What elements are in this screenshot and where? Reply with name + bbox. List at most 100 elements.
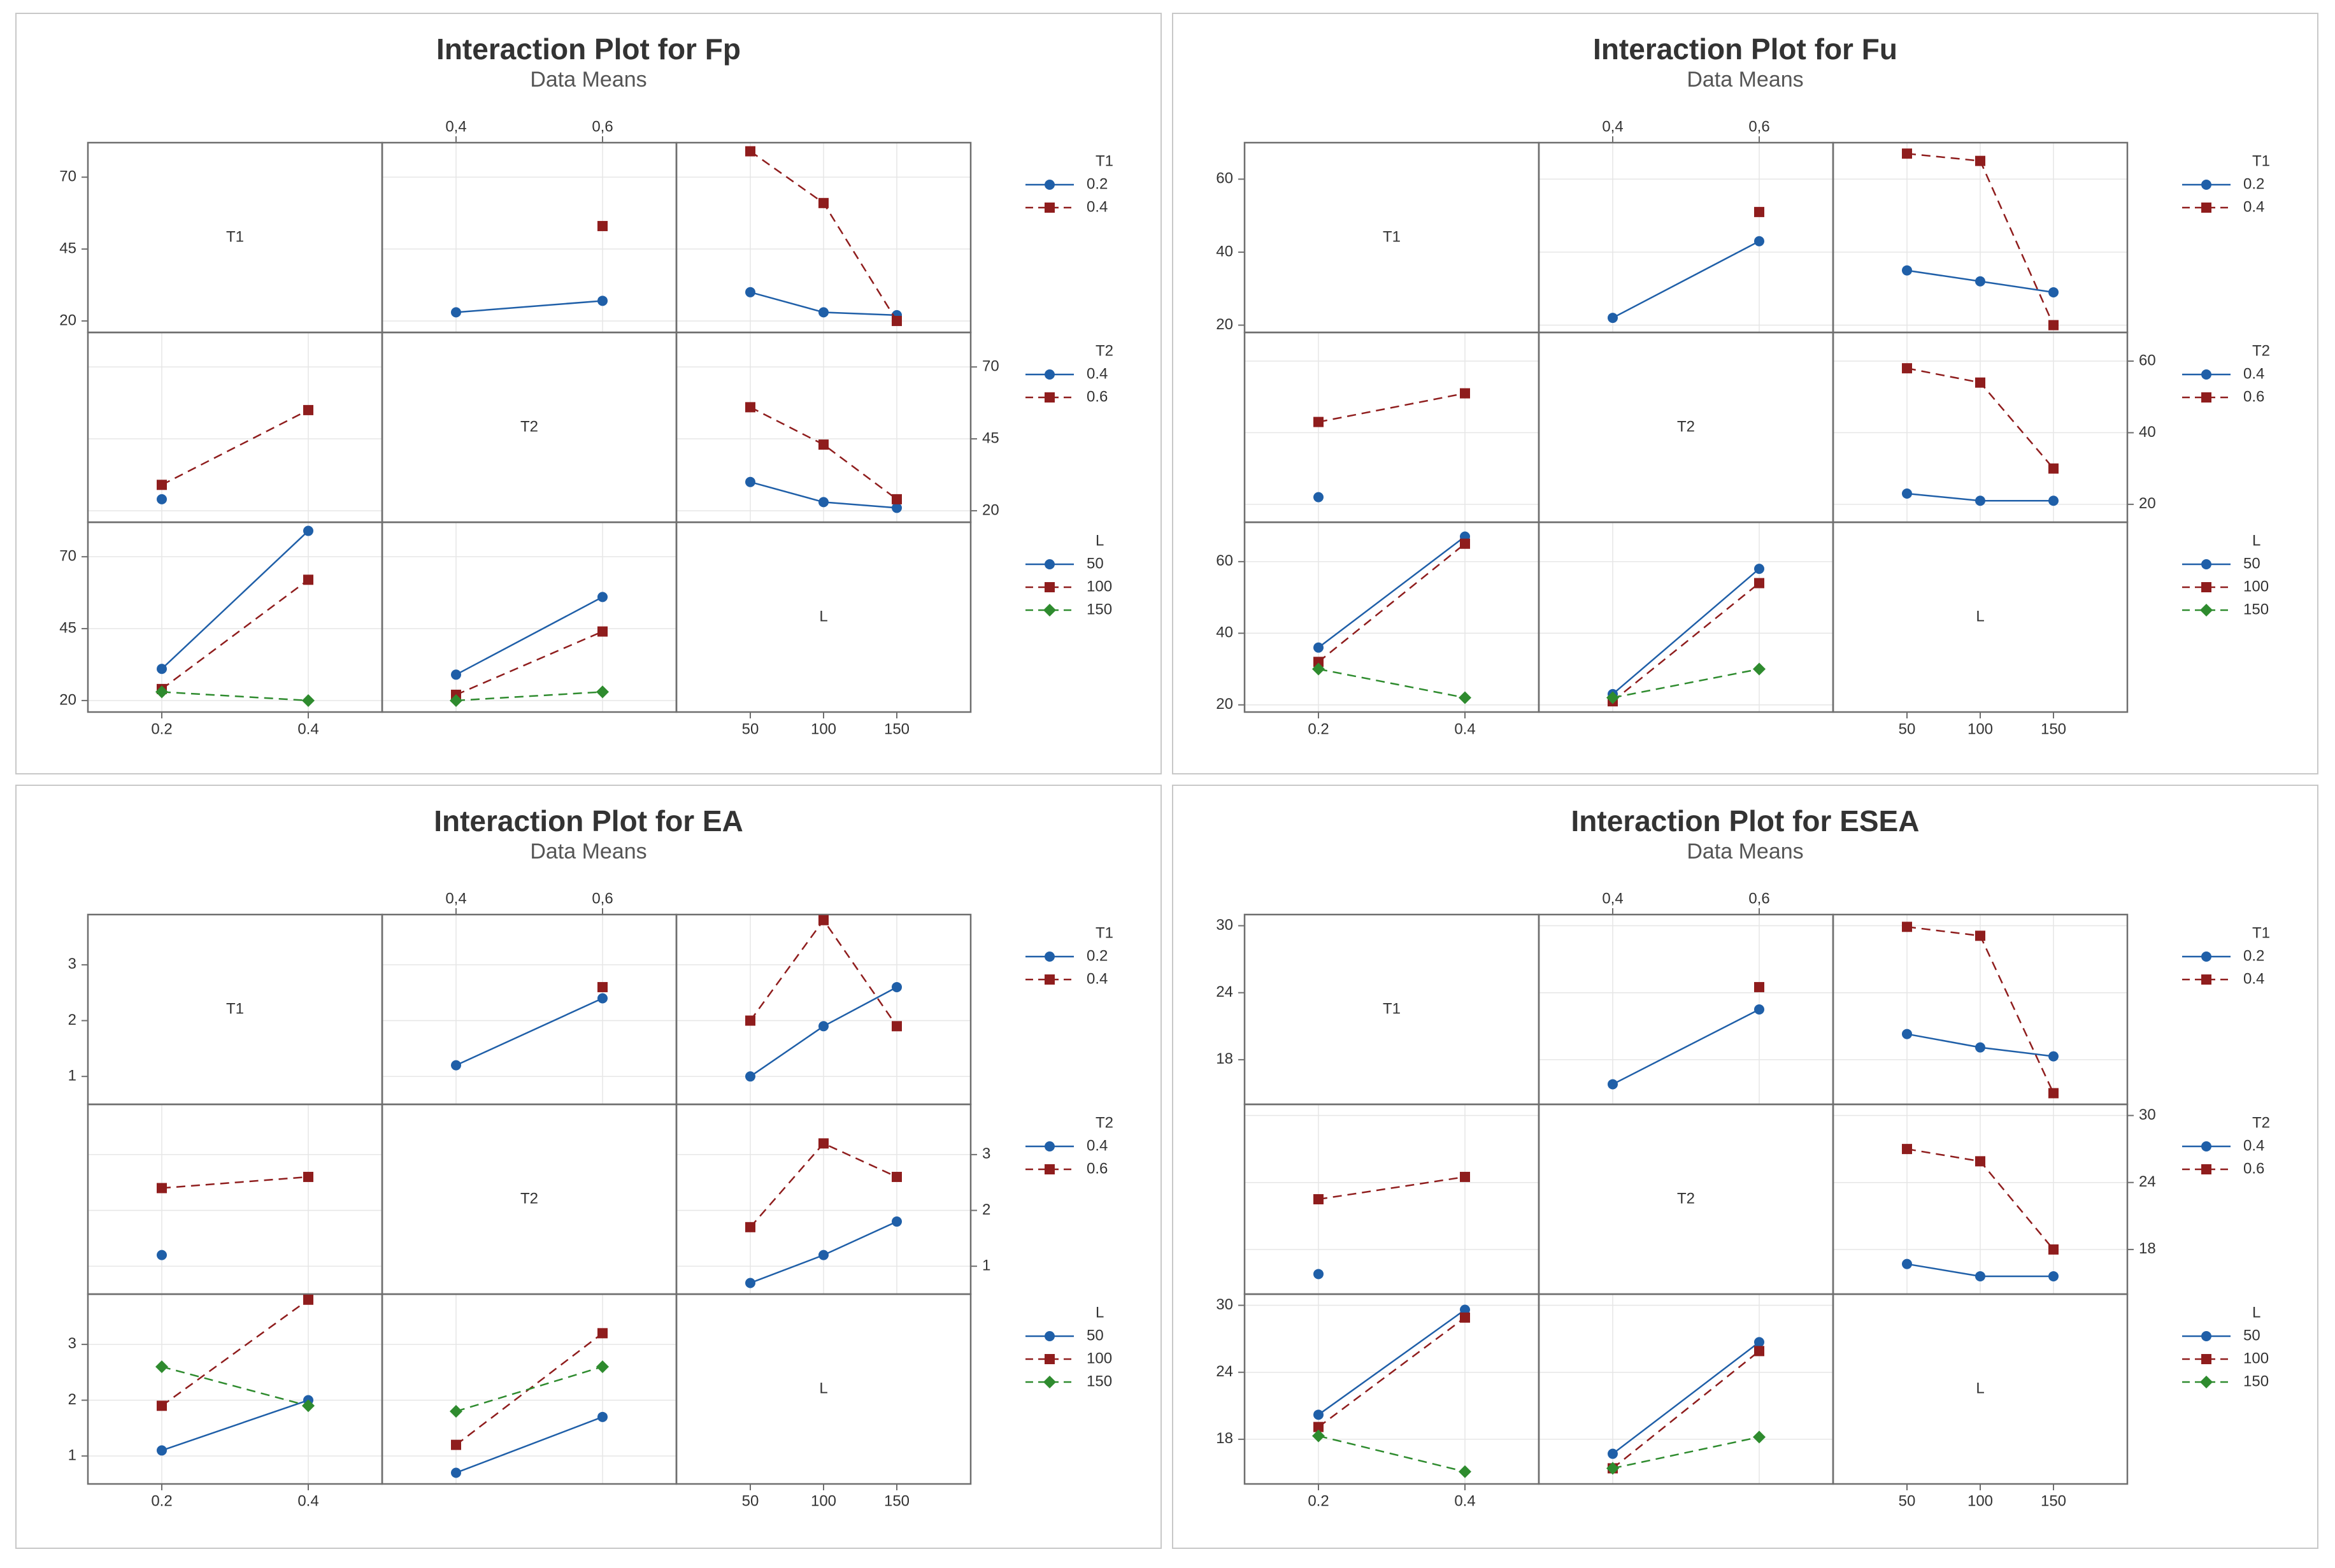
data-point [1313,1409,1324,1420]
legend-label: 100 [2243,578,2269,595]
y-tick-label: 45 [59,619,76,636]
data-point [1975,930,1985,941]
data-point [1313,417,1324,427]
y-tick-label: 30 [1216,916,1233,934]
legend-label: 0.4 [1087,365,1108,382]
x-tick-label: 0.2 [1308,720,1329,738]
data-point [1313,1422,1324,1432]
y-tick-label: 3 [982,1145,990,1162]
data-point [1754,1337,1764,1348]
factor-label: T2 [1677,418,1695,435]
data-point [2201,951,2211,962]
matrix-cell [381,141,678,334]
y-tick-label: 60 [1216,170,1233,187]
fu-interaction-plot: Interaction Plot for Fu Data Means T1 T2 L… [1172,13,2318,774]
data-point [1045,1141,1055,1151]
y-tick-label: 1 [982,1257,990,1274]
data-point [597,993,608,1004]
data-point [1608,1448,1618,1459]
legend-label: 0.6 [1087,388,1108,405]
data-point [892,1021,902,1032]
legend-label: 100 [1087,578,1112,595]
y-tick-label: 2 [68,1391,76,1408]
data-point [1902,922,1912,932]
x-tick-label: 50 [742,720,759,738]
factor-label: T1 [1383,1000,1401,1017]
data-point [157,1250,167,1260]
data-point [2201,559,2211,569]
y-tick-label: 70 [59,548,76,565]
matrix-cell [1538,141,1834,334]
data-point [303,404,313,415]
series-line [455,300,603,313]
data-point [2201,203,2211,213]
x-tick-label: 0.4 [297,720,318,738]
factor-label: L [819,608,827,625]
series-line [1612,1436,1760,1469]
data-point [892,1171,902,1182]
x-tick-label: 100 [1967,720,1993,738]
y-tick-label: 18 [2139,1240,2156,1257]
data-point [2201,582,2211,592]
legend-label: 150 [2243,601,2269,618]
series-line [455,691,603,702]
x-tick-label: 0,4 [1602,890,1623,907]
data-point [818,915,829,925]
data-point [892,981,902,992]
legend-label: 150 [2243,1372,2269,1390]
matrix-cell [87,521,383,713]
esea-interaction-plot: Interaction Plot for ESEA Data Means T1 T… [1172,785,2318,1549]
x-tick-label: 0,6 [592,118,613,135]
factor-label: T2 [520,1190,538,1207]
data-point [597,220,608,231]
data-point [2048,320,2059,331]
data-point [892,502,902,513]
data-point [1459,1465,1471,1478]
y-tick-label: 2 [68,1011,76,1029]
factor-label: T1 [226,228,244,245]
data-point [1753,1430,1766,1444]
data-point [597,1328,608,1339]
x-tick-label: 100 [811,1492,836,1509]
data-point [745,402,755,413]
ea-plot-matrix: T1 T2 L 1 2 3 1 2 3 1 2 3 0.2 0.4 0,4 0,6 50 100 150 T1 0.2 0… [68,890,1113,1509]
data-point [2048,1271,2059,1281]
series-line [1612,1008,1760,1085]
data-point [157,664,167,674]
data-point [1975,495,1985,506]
data-point [157,1401,167,1411]
data-point [2200,1376,2213,1388]
x-tick-label: 100 [811,720,836,738]
legend-label: 0.2 [2243,947,2264,964]
series-line [455,997,603,1066]
data-point [1313,492,1324,502]
legend-title: T2 [2252,342,2270,359]
legend-label: 0.4 [2243,970,2264,987]
data-point [1460,1312,1470,1323]
chart-title: Interaction Plot for ESEA [1571,804,1920,837]
legend-title: T1 [2252,924,2270,941]
legend-label: 0.6 [2243,1160,2264,1177]
series-line [1612,668,1760,699]
data-point [1606,691,1619,704]
legend-label: 150 [1087,601,1112,618]
chart-subtitle: Data Means [530,839,647,864]
data-point [1902,363,1912,374]
y-tick-label: 45 [59,239,76,257]
factor-label: L [819,1379,827,1397]
matrix-cell [381,521,678,713]
ea-interaction-plot: Interaction Plot for EA Data Means T1 T2 L… [15,785,1162,1549]
data-point [1045,1164,1055,1174]
x-tick-label: 0,4 [445,118,466,135]
data-point [1754,206,1764,217]
x-tick-label: 0.4 [1454,720,1475,738]
data-point [818,1250,829,1260]
data-point [1460,1171,1470,1182]
data-point [1045,951,1055,962]
data-point [1045,392,1055,403]
data-point [157,1445,167,1456]
data-point [1975,1042,1985,1053]
legend-label: 50 [2243,1327,2260,1344]
data-point [1045,203,1055,213]
data-point [2201,180,2211,190]
